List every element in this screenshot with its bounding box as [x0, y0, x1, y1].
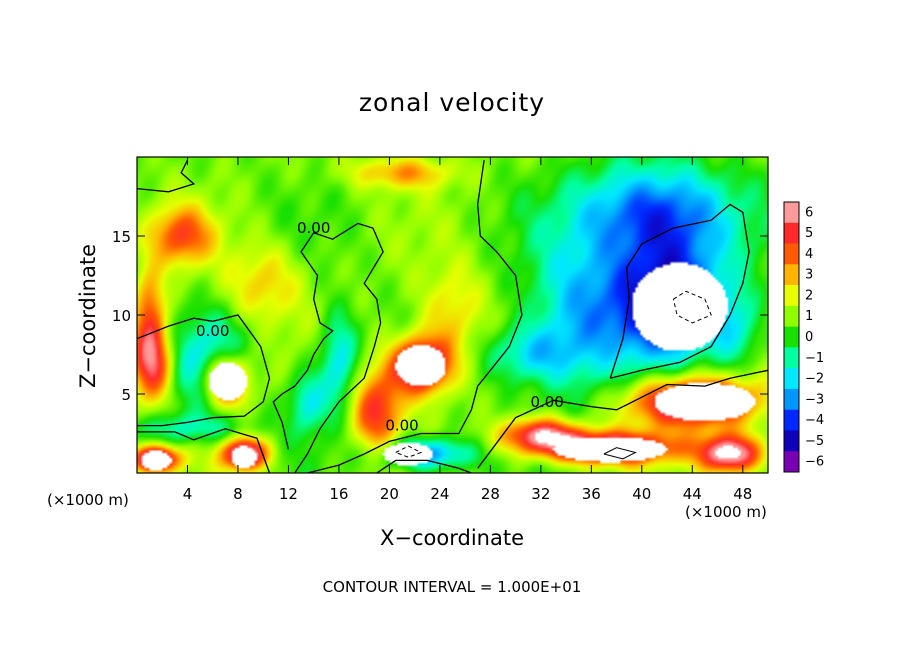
y-tick-label-1: 10: [112, 307, 131, 325]
colorbar-label-11: −5: [805, 434, 824, 449]
colorbar-label-12: −6: [805, 455, 824, 470]
colorbar-label-8: −2: [805, 372, 824, 387]
small-contour-0: [603, 447, 637, 460]
contour-label-2: 0.00: [385, 417, 418, 435]
colorbar-label-5: 1: [805, 309, 813, 324]
y-tick-label-0: 5: [121, 386, 131, 404]
dashed-contour-1: [395, 445, 423, 458]
colorbar-swatch-3: [784, 264, 799, 286]
x-tick-label-10: 44: [683, 485, 702, 503]
contour-label-3: 0.00: [530, 393, 563, 411]
zero-contour-7: [376, 459, 472, 473]
plot-area: 0.00 0.00 0.00 0.00: [136, 156, 769, 474]
colorbar-swatch-7: [784, 347, 799, 369]
zero-contour-2: [137, 428, 271, 473]
colorbar-swatch-6: [784, 326, 799, 348]
y-tick-label-2: 15: [112, 228, 131, 246]
colorbar-swatch-12: [784, 451, 799, 473]
contour-labels: 0.00 0.00 0.00 0.00: [196, 219, 564, 435]
x-tick-label-3: 16: [329, 485, 348, 503]
x-tick-label-6: 28: [481, 485, 500, 503]
x-tick-label-5: 24: [430, 485, 449, 503]
colorbar-label-10: −4: [805, 413, 824, 428]
colorbar-frame: [783, 201, 800, 473]
colorbar-label-3: 3: [805, 268, 813, 283]
colorbar-label-4: 2: [805, 288, 813, 303]
colorbar: 6 5 4 3 2 1 0 −1 −2 −3 −4 −5 −6: [783, 201, 824, 473]
x-tick-label-9: 40: [632, 485, 651, 503]
x-axis: 4 8 12 16 20 24 28 32 36 40 44 48: [183, 157, 752, 503]
colorbar-swatch-0: [784, 202, 799, 224]
colorbar-label-2: 4: [805, 247, 813, 262]
zero-contour-0: [137, 159, 196, 193]
y-axis-label: Z−coordinate: [76, 244, 100, 388]
x-tick-label-4: 20: [380, 485, 399, 503]
colorbar-swatch-8: [784, 368, 799, 390]
contour-label-1: 0.00: [196, 322, 229, 340]
chart-title: zonal velocity: [358, 88, 546, 117]
zero-contour-4: [307, 160, 523, 473]
x-unit-left: (×1000 m): [47, 491, 129, 509]
colorbar-swatch-1: [784, 222, 799, 244]
colorbar-label-7: −1: [805, 351, 824, 366]
y-axis: 5 10 15: [112, 228, 768, 404]
x-tick-label-7: 32: [531, 485, 550, 503]
contour-label-0: 0.00: [297, 219, 330, 237]
colorbar-swatch-5: [784, 305, 799, 327]
x-tick-label-11: 48: [733, 485, 752, 503]
colorbar-swatch-4: [784, 285, 799, 307]
x-tick-label-8: 36: [582, 485, 601, 503]
x-tick-label-0: 4: [183, 485, 193, 503]
colorbar-swatch-11: [784, 430, 799, 452]
contour-lines: [137, 159, 768, 473]
colorbar-label-9: −3: [805, 392, 824, 407]
colorbar-swatch-10: [784, 409, 799, 431]
velocity-heatmap: [137, 157, 768, 473]
dashed-contour-0: [672, 290, 712, 324]
colorbar-swatch-9: [784, 388, 799, 410]
zero-contour-3: [272, 222, 384, 473]
x-unit-right: (×1000 m): [685, 503, 767, 521]
colorbar-swatch-2: [784, 243, 799, 265]
contour-interval-note: CONTOUR INTERVAL = 1.000E+01: [322, 578, 582, 596]
colorbar-label-0: 6: [805, 205, 813, 220]
zero-contour-1: [137, 314, 271, 427]
x-tick-label-1: 8: [233, 485, 243, 503]
colorbar-label-1: 5: [805, 226, 813, 241]
zero-contour-5: [477, 369, 768, 469]
x-axis-label: X−coordinate: [380, 526, 524, 550]
colorbar-label-6: 0: [805, 330, 813, 345]
zero-contour-6: [609, 203, 750, 379]
x-tick-label-2: 12: [279, 485, 298, 503]
